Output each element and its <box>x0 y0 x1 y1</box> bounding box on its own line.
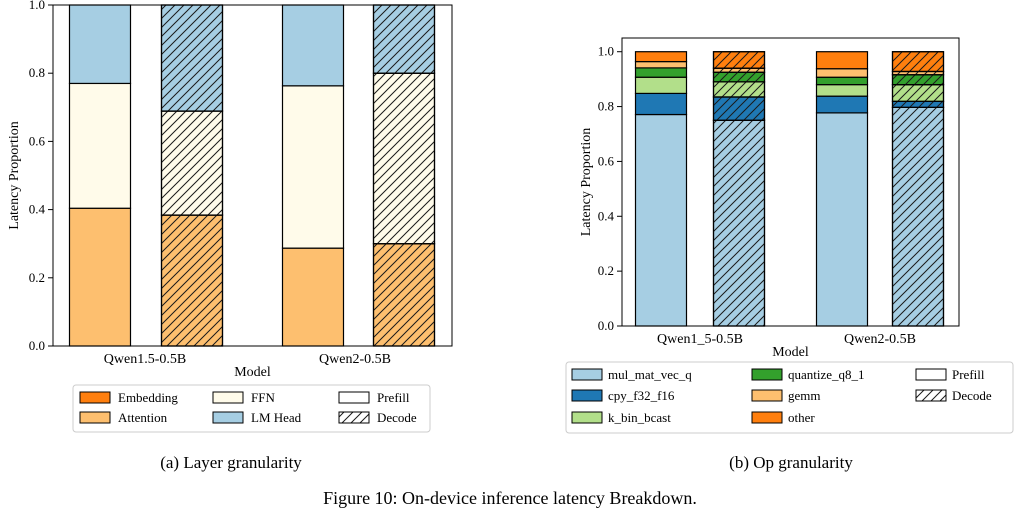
bar-cpy-f32-f16-qwen2-0-5b-prefill <box>815 95 869 114</box>
legend-swatch-cpy-f32-f16 <box>571 389 603 402</box>
y-tick-label: 0.8 <box>598 99 614 114</box>
subcaption-a: (a) Layer granularity <box>160 453 302 472</box>
legend-swatch-quantize-q8-1 <box>751 368 783 381</box>
y-tick-label: 0.6 <box>29 133 46 148</box>
legend-swatch-other <box>751 411 783 424</box>
legend-swatch-gemm <box>751 389 783 402</box>
legend-label-gemm: gemm <box>788 388 821 403</box>
bar-other-qwen1-5-0-5b-prefill <box>634 51 688 63</box>
bar-ffn-qwen1-5-0-5b-prefill <box>68 82 132 209</box>
hatch-mul-mat-vec-q-qwen2-0-5b <box>891 106 945 327</box>
x-tick-label: Qwen2-0.5B <box>319 352 391 367</box>
hatch-ffn-qwen1-5-0-5b <box>160 110 224 216</box>
y-tick-label: 0.2 <box>29 270 45 285</box>
hatch-lm-head-qwen2-0-5b <box>372 4 436 74</box>
hatch-cpy-f32-f16-qwen1-5-0-5b <box>712 96 766 121</box>
legend-label-decode: Decode <box>377 410 417 425</box>
bar-quantize-q8-1-qwen1-5-0-5b-prefill <box>634 67 688 78</box>
bar-lm-head-qwen1-5-0-5b-prefill <box>68 4 132 85</box>
bar-k-bin-bcast-qwen1-5-0-5b-prefill <box>634 76 688 95</box>
bar-mul-mat-vec-q-qwen2-0-5b-prefill <box>815 112 869 327</box>
y-axis-label: Latency Proportion <box>579 128 594 236</box>
legend-label-lm-head: LM Head <box>251 410 302 425</box>
plot-frame <box>52 4 453 347</box>
bar-gemm-qwen2-0-5b-prefill <box>815 68 869 78</box>
hatch-k-bin-bcast-qwen2-0-5b <box>891 84 945 102</box>
y-tick-label: 0.0 <box>29 338 45 353</box>
legend-label-embedding: Embedding <box>118 390 178 405</box>
hatch-other-qwen2-0-5b <box>891 51 945 73</box>
legend-hatch-decode <box>338 411 370 424</box>
legend-label-k-bin-bcast: k_bin_bcast <box>608 410 671 425</box>
hatch-gemm-qwen1-5-0-5b <box>712 67 766 73</box>
chart-layer-granularity: 0.0 0.2 0.4 0.6 0.8 1.0 Qwen1.5-0.5B Qwen2-0.5B… <box>7 0 453 433</box>
bar-attention-qwen2-0-5b-prefill <box>281 247 345 347</box>
y-tick-label: 0.2 <box>598 263 614 278</box>
hatch-other-qwen1-5-0-5b <box>712 51 766 69</box>
legend-label-prefill: Prefill <box>377 390 410 405</box>
x-tick-label: Qwen1.5-0.5B <box>104 352 186 367</box>
bar-ffn-qwen2-0-5b-prefill <box>281 85 345 249</box>
bar-k-bin-bcast-qwen2-0-5b-prefill <box>815 84 869 97</box>
y-tick-label: 0.8 <box>29 65 45 80</box>
y-tick-label: 1.0 <box>29 0 45 12</box>
legend-swatch-lm-head <box>212 411 244 424</box>
x-axis-label: Model <box>234 365 271 380</box>
legend-swatch-embedding <box>79 391 111 404</box>
legend-label-quantize-q8-1: quantize_q8_1 <box>788 367 865 382</box>
legend-swatch-prefill <box>915 368 947 381</box>
legend-swatch-k-bin-bcast <box>571 411 603 424</box>
bar-gemm-qwen1-5-0-5b-prefill <box>634 60 688 69</box>
legend-label-prefill: Prefill <box>952 367 985 382</box>
hatch-lm-head-qwen1-5-0-5b <box>160 4 224 112</box>
legend-label-mul-mat-vec-q: mul_mat_vec_q <box>608 367 692 382</box>
y-axis-label: Latency Proportion <box>7 121 22 229</box>
legend-swatch-mul-mat-vec-q <box>571 368 603 381</box>
hatch-attention-qwen1-5-0-5b <box>160 214 224 347</box>
legend-swatch-ffn <box>212 391 244 404</box>
bar-lm-head-qwen2-0-5b-prefill <box>281 4 345 87</box>
legend-label-cpy-f32-f16: cpy_f32_f16 <box>608 388 675 403</box>
bar-other-qwen2-0-5b-prefill <box>815 51 869 70</box>
legend: Embedding FFN Prefill Attention LM Head Decod… <box>72 384 431 433</box>
x-tick-label: Qwen2-0.5B <box>844 332 916 347</box>
x-axis-label: Model <box>772 345 809 360</box>
legend-label-ffn: FFN <box>251 390 275 405</box>
hatch-mul-mat-vec-q-qwen1-5-0-5b <box>712 119 766 327</box>
hatch-attention-qwen2-0-5b <box>372 243 436 347</box>
legend-label-attention: Attention <box>118 410 168 425</box>
bar-attention-qwen1-5-0-5b-prefill <box>68 207 132 347</box>
y-tick-label: 0.6 <box>598 153 615 168</box>
plot-frame <box>621 37 960 327</box>
bar-cpy-f32-f16-qwen1-5-0-5b-prefill <box>634 92 688 116</box>
y-tick-label: 0.4 <box>29 202 46 217</box>
legend-label-decode: Decode <box>952 388 992 403</box>
x-tick-label: Qwen1_5-0.5B <box>657 332 743 347</box>
y-tick-label: 1.0 <box>598 44 614 59</box>
y-tick-label: 0.4 <box>598 208 615 223</box>
legend-label-other: other <box>788 410 815 425</box>
hatch-ffn-qwen2-0-5b <box>372 72 436 245</box>
chart-op-granularity: 0.0 0.2 0.4 0.6 0.8 1.0 Qwen1_5-0.5B Qwen2-0.5B… <box>565 37 1014 434</box>
hatch-k-bin-bcast-qwen1-5-0-5b <box>712 81 766 98</box>
legend-swatch-attention <box>79 411 111 424</box>
hatch-cpy-f32-f16-qwen2-0-5b <box>891 100 945 108</box>
legend-frame <box>565 361 1014 434</box>
bar-quantize-q8-1-qwen2-0-5b-prefill <box>815 76 869 86</box>
legend-hatch-decode <box>915 389 947 402</box>
legend: mul_mat_vec_q quantize_q8_1 Prefill cpy_f32… <box>565 361 1014 434</box>
subcaption-b: (b) Op granularity <box>729 453 853 472</box>
hatch-quantize-q8-1-qwen1-5-0-5b <box>712 71 766 83</box>
figure-caption: Figure 10: On-device inference latency B… <box>323 488 697 508</box>
y-tick-label: 0.0 <box>598 318 614 333</box>
bar-mul-mat-vec-q-qwen1-5-0-5b-prefill <box>634 113 688 327</box>
hatch-quantize-q8-1-qwen2-0-5b <box>891 74 945 86</box>
legend-swatch-prefill <box>338 391 370 404</box>
